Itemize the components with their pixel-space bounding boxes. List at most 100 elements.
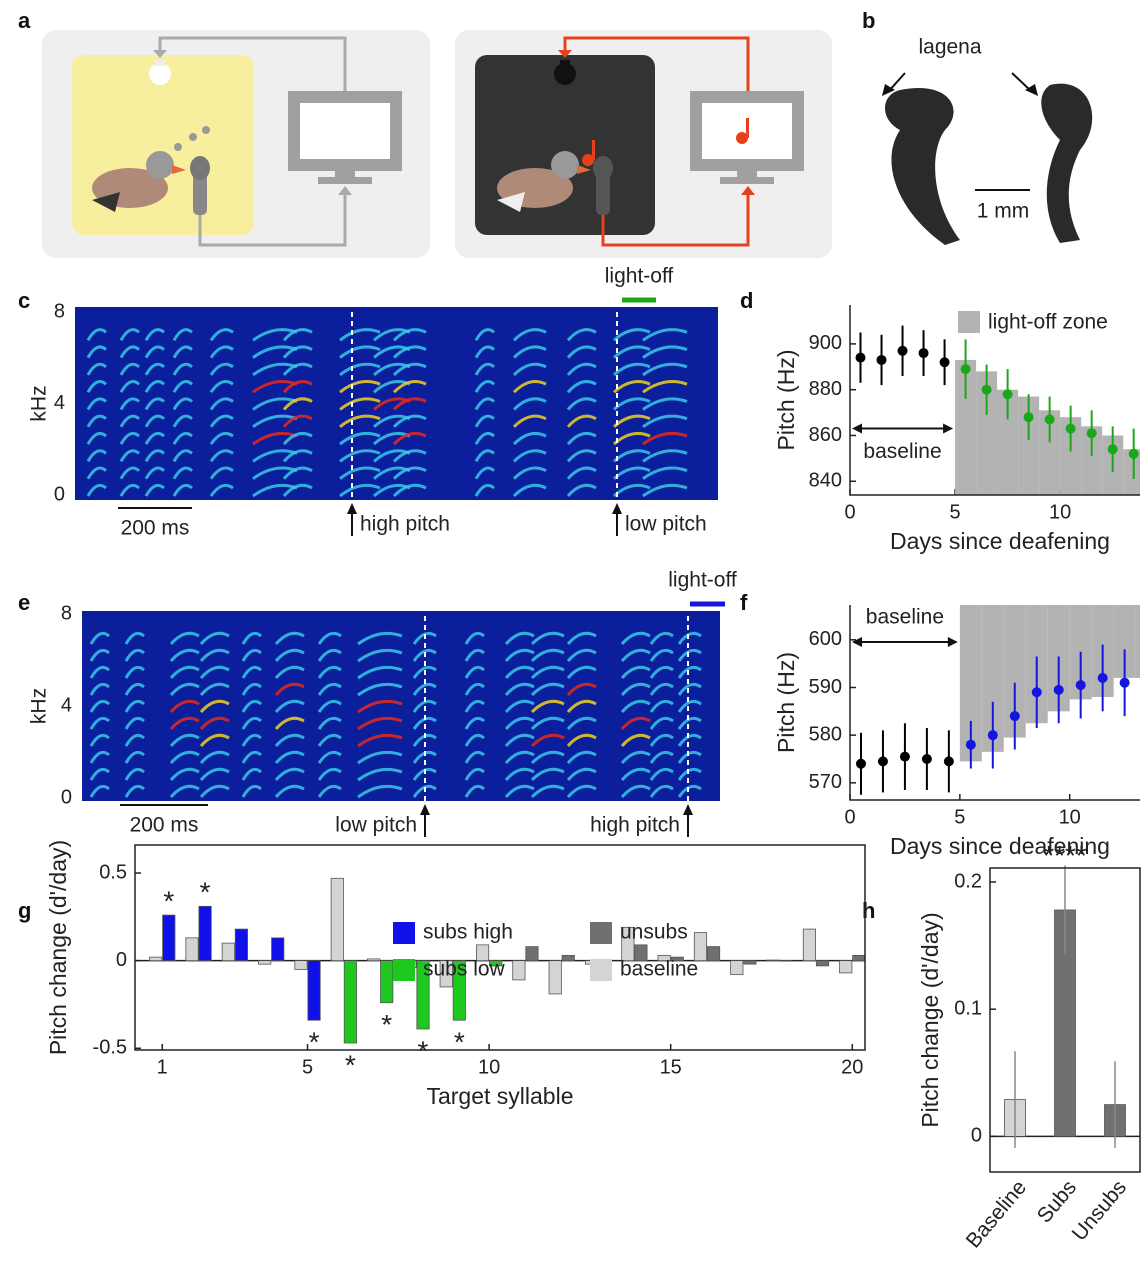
bar <box>815 960 830 967</box>
spectrogram-texture <box>317 631 342 645</box>
x-axis-label: Days since deafening <box>890 833 1110 859</box>
spectrogram-texture <box>124 682 145 696</box>
spectrogram-texture <box>124 767 145 781</box>
spectrogram-texture <box>530 767 565 782</box>
zone-step <box>1003 605 1026 738</box>
y-axis-label: kHz <box>28 385 51 421</box>
spectrogram-texture <box>613 362 651 377</box>
legend-swatch <box>393 959 415 981</box>
spectrogram-texture <box>241 750 262 764</box>
chart: 840 860 880 900 0 5 10 Pitch (Hz) Days since dea… <box>773 305 1140 554</box>
spectrogram-texture <box>172 328 193 342</box>
bar <box>380 960 394 1004</box>
bar <box>779 960 793 962</box>
spectrogram-texture <box>86 328 107 342</box>
spectrogram-texture <box>677 648 702 662</box>
spectrogram-texture <box>339 362 381 377</box>
spectrogram-texture <box>124 648 145 662</box>
spectrogram-texture <box>199 750 230 765</box>
bar <box>512 960 526 981</box>
panel-label: g <box>18 898 31 923</box>
spectrogram-texture <box>282 414 313 428</box>
spectrogram-texture <box>172 397 193 411</box>
spectrogram-texture <box>504 733 535 748</box>
spectrogram-texture <box>169 767 200 782</box>
spectrogram-texture <box>392 328 427 342</box>
bar <box>185 937 199 962</box>
y-axis-label: Pitch (Hz) <box>773 350 799 451</box>
spectrogram-texture <box>642 449 688 463</box>
spectrogram-texture <box>199 716 230 731</box>
spectrogram-texture <box>620 767 651 782</box>
spectrogram-texture <box>677 733 702 747</box>
y-tick-label: 0.2 <box>954 870 982 892</box>
significance-star: * <box>200 877 211 908</box>
spectrogram-texture <box>209 345 234 359</box>
spectrogram-texture <box>124 784 145 798</box>
panel-label: h <box>862 898 875 923</box>
spectrogram-texture <box>124 665 145 679</box>
spectrogram-texture <box>613 397 651 411</box>
point <box>1075 680 1086 691</box>
spectrogram-texture <box>677 665 702 679</box>
spectrogram-texture <box>144 483 165 497</box>
x-tick-label: 5 <box>950 501 961 523</box>
spectrogram-texture <box>172 449 193 463</box>
spectrogram-texture <box>317 733 342 747</box>
spectrogram-texture <box>339 449 381 463</box>
panel-label: f <box>740 590 748 615</box>
spectrogram-texture <box>504 648 535 663</box>
marker-label: low pitch <box>625 513 707 536</box>
legend-label: unsubs <box>620 921 688 944</box>
spectrogram-texture <box>282 328 313 342</box>
spectrogram-texture <box>209 431 234 445</box>
spectrogram-texture <box>566 784 597 799</box>
x-tick-label: Subs <box>1033 1176 1081 1227</box>
spectrogram-texture <box>124 750 145 764</box>
spectrogram-texture <box>677 767 702 781</box>
baseline-label: baseline <box>866 606 944 629</box>
spectrogram-texture <box>274 699 305 714</box>
point <box>987 730 998 741</box>
bar <box>489 960 503 967</box>
chart: 570 580 590 600 0 5 10 Pitch (Hz) Days since dea… <box>773 605 1140 859</box>
spectrogram-texture <box>169 750 200 765</box>
spectrogram-texture <box>169 648 200 663</box>
bar <box>307 960 321 1021</box>
spectrogram-texture <box>412 665 437 679</box>
spectrogram-texture <box>474 431 495 445</box>
spectrogram-texture <box>464 665 485 679</box>
spectrogram-texture <box>566 414 597 428</box>
significance-star: * <box>309 1027 320 1058</box>
spectrogram-texture <box>530 648 565 663</box>
spectrogram-texture <box>317 784 342 798</box>
lagena-label: lagena <box>918 36 981 59</box>
zone-step <box>1039 410 1061 495</box>
spectrogram-texture <box>649 665 674 679</box>
spectrogram-texture <box>274 648 305 663</box>
x-tick-label: 10 <box>1059 806 1081 828</box>
spectrogram-texture <box>317 648 342 662</box>
spectrogram-texture <box>274 784 305 799</box>
spectrogram-texture <box>620 682 651 697</box>
y-tick-label: 4 <box>54 392 65 414</box>
spectrogram-texture <box>504 767 535 782</box>
spectrogram-texture <box>89 699 110 713</box>
spectrogram-texture <box>339 483 381 498</box>
point <box>877 756 888 767</box>
point <box>1002 389 1013 400</box>
spectrogram-texture <box>464 750 485 764</box>
spectrogram-texture <box>89 733 110 747</box>
significance-star: * <box>163 885 174 916</box>
spectrogram-texture <box>169 716 200 731</box>
spectrogram-texture <box>172 380 193 393</box>
spectrogram-texture <box>241 716 262 730</box>
spectrogram-texture <box>169 682 200 697</box>
bar <box>802 928 817 962</box>
spectrogram-texture <box>649 648 674 662</box>
x-tick-label: Baseline <box>962 1176 1031 1252</box>
y-axis-label: Pitch (Hz) <box>773 652 799 753</box>
spectrogram-texture <box>677 784 702 798</box>
spectrogram-texture <box>357 682 403 697</box>
zone-step <box>976 371 998 495</box>
